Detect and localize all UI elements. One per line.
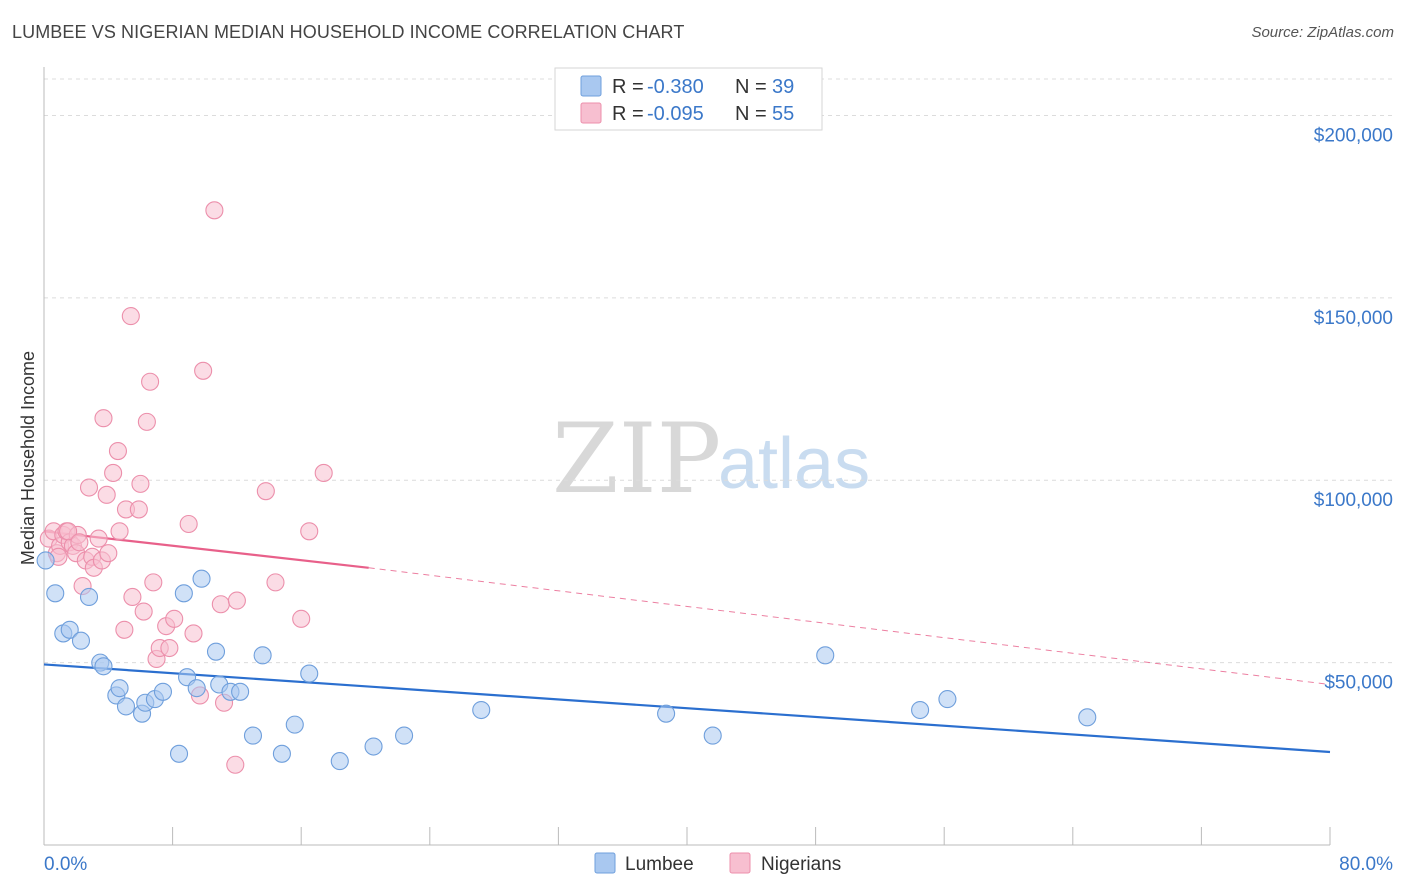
point-lumbee — [364, 737, 383, 756]
bottom-legend-swatch-lumbee — [594, 852, 616, 874]
bottom-legend-label-lumbee: Lumbee — [625, 854, 694, 875]
point-lumbee — [1078, 708, 1097, 727]
bottom-legend: Lumbee Nigerians — [594, 852, 841, 875]
point-nigerians — [292, 609, 311, 628]
point-nigerians — [211, 595, 230, 614]
point-nigerians — [179, 514, 198, 534]
legend-r-label: R = — [612, 76, 644, 98]
point-nigerians — [227, 591, 246, 610]
bottom-legend-label-nigerians: Nigerians — [761, 854, 841, 875]
point-nigerians — [79, 478, 99, 497]
point-nigerians — [184, 624, 203, 643]
x-tick-labels: 0.0% 80.0% — [44, 854, 1393, 875]
point-nigerians — [97, 485, 116, 504]
point-lumbee — [36, 551, 55, 570]
point-lumbee — [116, 697, 136, 716]
point-lumbee — [79, 587, 99, 607]
point-nigerians — [266, 573, 285, 592]
y-tick-label: $150,000 — [1314, 308, 1393, 329]
gridlines — [44, 78, 1395, 664]
point-lumbee — [472, 700, 491, 720]
top-legend: R = -0.380 N = 39 R = -0.095 N = 55 — [554, 67, 823, 131]
point-nigerians — [70, 533, 89, 552]
point-lumbee — [657, 704, 676, 723]
y-tick-label: $100,000 — [1314, 490, 1393, 511]
point-lumbee — [243, 726, 263, 745]
point-lumbee — [192, 569, 211, 588]
point-nigerians — [94, 409, 113, 428]
point-lumbee — [187, 679, 206, 698]
y-tick-labels: $50,000 $100,000 $150,000 $200,000 — [1314, 125, 1393, 693]
point-lumbee — [60, 620, 79, 639]
point-lumbee — [272, 744, 291, 763]
point-lumbee — [938, 690, 957, 709]
point-nigerians — [205, 201, 224, 220]
point-lumbee — [395, 726, 414, 745]
point-lumbee — [46, 584, 65, 603]
point-lumbee — [253, 646, 272, 665]
point-nigerians — [314, 463, 333, 482]
point-lumbee — [110, 679, 129, 698]
trend-lines — [43, 530, 1331, 754]
point-nigerians — [226, 755, 245, 774]
axes — [43, 67, 1331, 846]
point-lumbee — [169, 744, 189, 763]
legend-swatch-lumbee — [580, 75, 602, 97]
data-points — [36, 201, 1097, 774]
point-nigerians — [104, 463, 123, 482]
point-nigerians — [108, 442, 127, 461]
point-nigerians — [160, 638, 179, 658]
point-nigerians — [115, 620, 134, 639]
point-nigerians — [141, 372, 160, 391]
point-lumbee — [816, 646, 835, 665]
bottom-legend-swatch-nigerians — [729, 852, 751, 874]
legend-r-label: R = — [612, 103, 644, 125]
point-nigerians — [131, 474, 150, 493]
chart-title: LUMBEE VS NIGERIAN MEDIAN HOUSEHOLD INCO… — [12, 22, 685, 42]
legend-n-label: N = — [735, 76, 767, 98]
point-nigerians — [256, 482, 275, 501]
legend-n-value: 55 — [772, 103, 794, 125]
point-lumbee — [71, 631, 91, 650]
point-lumbee — [94, 657, 113, 676]
x-tick-label: 80.0% — [1339, 854, 1393, 875]
y-tick-label: $200,000 — [1314, 125, 1393, 146]
point-lumbee — [703, 726, 722, 745]
point-nigerians — [144, 573, 163, 592]
point-nigerians — [300, 522, 319, 541]
legend-r-value: -0.095 — [647, 103, 704, 125]
x-tick-label: 0.0% — [44, 854, 87, 875]
legend-n-value: 39 — [772, 76, 794, 98]
y-axis-label: Median Household Income — [18, 351, 38, 565]
point-lumbee — [911, 700, 930, 720]
point-nigerians — [121, 307, 140, 326]
point-nigerians — [194, 361, 213, 380]
trend-line-nigerians-extension — [368, 567, 1331, 686]
point-nigerians — [137, 412, 156, 431]
point-lumbee — [330, 752, 349, 771]
point-nigerians — [89, 529, 108, 548]
point-nigerians — [110, 522, 129, 541]
source-label: Source: ZipAtlas.com — [1251, 24, 1394, 41]
point-nigerians — [59, 522, 78, 541]
point-lumbee — [285, 715, 304, 734]
watermark-zip: ZIP — [552, 403, 721, 515]
point-nigerians — [123, 587, 142, 607]
trend-line-lumbee — [43, 663, 1331, 754]
legend-r-value: -0.380 — [647, 76, 704, 98]
point-nigerians — [165, 609, 184, 628]
point-lumbee — [153, 682, 173, 701]
point-lumbee — [206, 642, 226, 661]
legend-swatch-nigerians — [580, 102, 602, 124]
point-lumbee — [174, 584, 193, 603]
watermark-atlas: atlas — [718, 424, 870, 504]
point-lumbee — [300, 664, 319, 683]
point-nigerians — [99, 544, 118, 563]
point-lumbee — [231, 682, 250, 701]
point-nigerians — [134, 602, 153, 621]
y-tick-label: $50,000 — [1324, 673, 1393, 694]
legend-n-label: N = — [735, 103, 767, 125]
point-nigerians — [129, 500, 148, 519]
